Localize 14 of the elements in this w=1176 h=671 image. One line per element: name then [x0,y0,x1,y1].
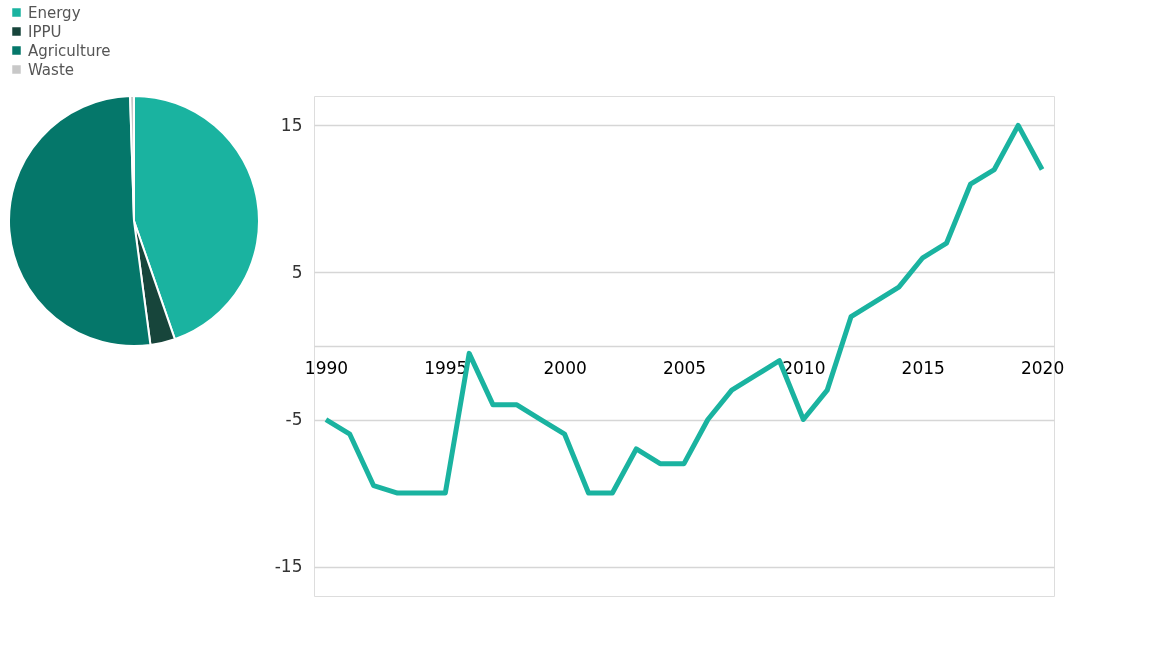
legend-label: Waste [28,60,74,79]
y-tick-label: -5 [285,409,303,430]
x-tick-label: 2015 [901,357,945,378]
x-tick-label: 2020 [1020,357,1065,378]
legend-label: Agriculture [28,41,111,60]
x-tick-label: 2000 [543,357,587,378]
x-tick-label: 1995 [424,357,468,378]
y-tick-label: -15 [274,556,303,577]
y-tick-label: 5 [291,261,303,282]
y-tick-label: 15 [280,114,303,135]
legend-label: Energy [28,3,81,22]
x-tick-label: 2005 [662,357,707,378]
x-tick-label: 1990 [304,357,349,378]
legend-label: IPPU [28,22,62,41]
